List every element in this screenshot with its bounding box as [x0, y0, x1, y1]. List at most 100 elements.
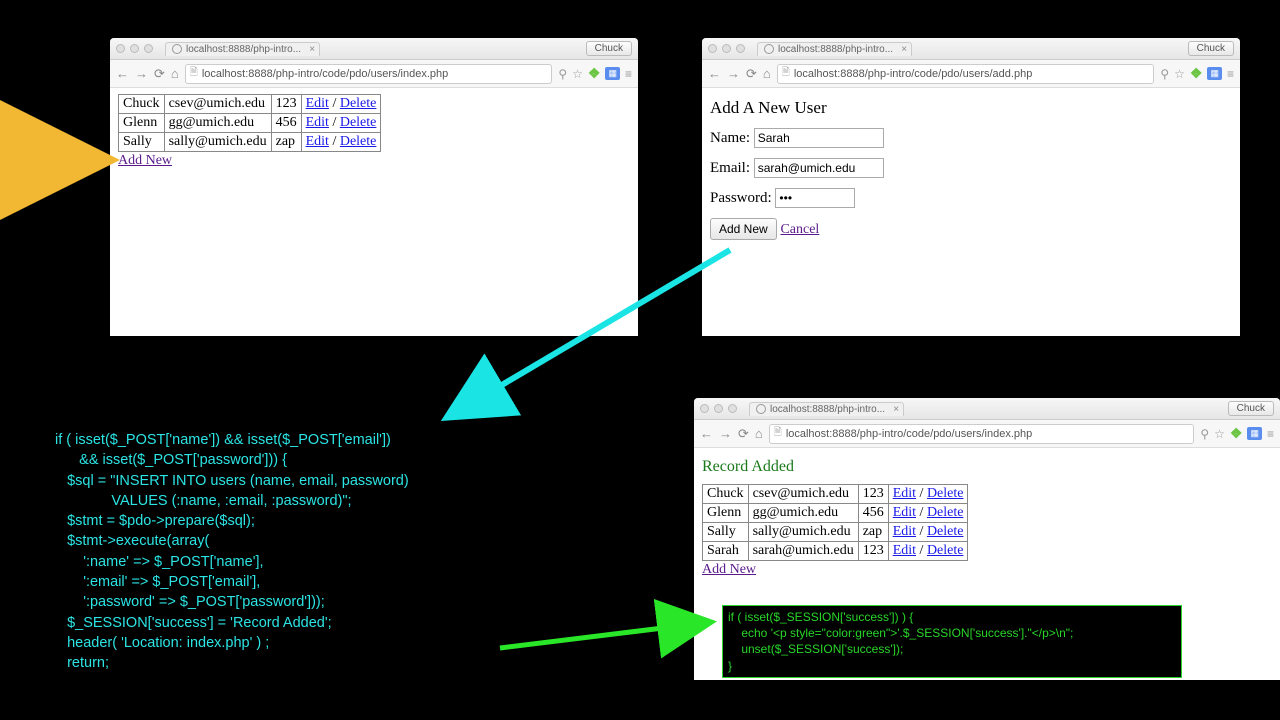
cell-email: sarah@umich.edu — [748, 542, 858, 561]
url-bar[interactable]: 🗎localhost:8888/php-intro/code/pdo/users… — [777, 64, 1155, 84]
back-icon[interactable]: ← — [116, 66, 129, 81]
cell-actions: Edit / Delete — [888, 523, 968, 542]
zoom-icon[interactable]: ⚲ — [1160, 67, 1169, 81]
edit-link[interactable]: Edit — [893, 524, 916, 539]
home-icon[interactable]: ⌂ — [763, 66, 771, 81]
delete-link[interactable]: Delete — [927, 524, 964, 539]
table-row: Sarahsarah@umich.edu123Edit / Delete — [703, 542, 968, 561]
cell-actions: Edit / Delete — [888, 504, 968, 523]
cell-actions: Edit / Delete — [301, 95, 381, 114]
page-title: Add A New User — [710, 98, 1232, 118]
forward-icon[interactable]: → — [719, 426, 732, 441]
add-new-link[interactable]: Add New — [118, 153, 172, 168]
cell-pw: 456 — [858, 504, 888, 523]
page-icon: 🗎 — [190, 65, 198, 82]
cell-actions: Edit / Delete — [301, 114, 381, 133]
traffic-lights — [700, 404, 737, 413]
cell-name: Chuck — [703, 485, 749, 504]
globe-icon — [172, 44, 182, 54]
menu-icon[interactable]: ≡ — [1267, 427, 1274, 441]
extension-badge[interactable]: ▦ — [605, 67, 620, 80]
tab-title: localhost:8888/php-intro... — [770, 404, 885, 415]
table-row: Chuckcsev@umich.edu123Edit / Delete — [703, 485, 968, 504]
cell-pw: zap — [858, 523, 888, 542]
cell-actions: Edit / Delete — [888, 485, 968, 504]
edit-link[interactable]: Edit — [306, 134, 329, 149]
cell-pw: 123 — [858, 485, 888, 504]
forward-icon[interactable]: → — [727, 66, 740, 81]
delete-link[interactable]: Delete — [927, 543, 964, 558]
email-label: Email: — [710, 160, 750, 176]
tab[interactable]: localhost:8888/php-intro... — [165, 42, 320, 56]
password-field[interactable] — [775, 188, 855, 208]
reload-icon[interactable]: ⟳ — [738, 426, 749, 442]
delete-link[interactable]: Delete — [340, 134, 377, 149]
edit-link[interactable]: Edit — [893, 543, 916, 558]
add-new-link[interactable]: Add New — [702, 562, 756, 577]
home-icon[interactable]: ⌂ — [755, 426, 763, 441]
cell-actions: Edit / Delete — [301, 133, 381, 152]
forward-icon[interactable]: → — [135, 66, 148, 81]
home-icon[interactable]: ⌂ — [171, 66, 179, 81]
extension-icon[interactable]: ❖ — [588, 65, 601, 82]
reload-icon[interactable]: ⟳ — [746, 66, 757, 82]
tab[interactable]: localhost:8888/php-intro... — [749, 402, 904, 416]
cell-name: Glenn — [119, 114, 165, 133]
tab-title: localhost:8888/php-intro... — [186, 44, 301, 55]
email-field[interactable] — [754, 158, 884, 178]
users-table: Chuckcsev@umich.edu123Edit / DeleteGlenn… — [118, 94, 381, 152]
cell-email: gg@umich.edu — [748, 504, 858, 523]
delete-link[interactable]: Delete — [340, 115, 377, 130]
reload-icon[interactable]: ⟳ — [154, 66, 165, 82]
cell-email: csev@umich.edu — [164, 95, 271, 114]
user-menu[interactable]: Chuck — [1188, 41, 1234, 56]
tab[interactable]: localhost:8888/php-intro... — [757, 42, 912, 56]
toolbar-right: ⚲ ☆ ❖ ▦ ≡ — [558, 65, 632, 82]
extension-badge[interactable]: ▦ — [1247, 427, 1262, 440]
cell-email: gg@umich.edu — [164, 114, 271, 133]
user-menu[interactable]: Chuck — [586, 41, 632, 56]
back-icon[interactable]: ← — [700, 426, 713, 441]
cancel-link[interactable]: Cancel — [780, 222, 819, 237]
edit-link[interactable]: Edit — [306, 115, 329, 130]
delete-link[interactable]: Delete — [927, 505, 964, 520]
table-row: Glenngg@umich.edu456Edit / Delete — [703, 504, 968, 523]
extension-icon[interactable]: ❖ — [1190, 65, 1203, 82]
edit-link[interactable]: Edit — [893, 486, 916, 501]
cell-name: Glenn — [703, 504, 749, 523]
submit-button[interactable]: Add New — [710, 218, 777, 240]
browser-window-2: localhost:8888/php-intro... Chuck ← → ⟳ … — [702, 38, 1240, 336]
menu-icon[interactable]: ≡ — [1227, 67, 1234, 81]
extension-icon[interactable]: ❖ — [1230, 425, 1243, 442]
url-text: localhost:8888/php-intro/code/pdo/users/… — [786, 428, 1032, 440]
code-block-session: if ( isset($_SESSION['success']) ) { ech… — [722, 605, 1182, 678]
user-menu[interactable]: Chuck — [1228, 401, 1274, 416]
toolbar-right: ⚲ ☆ ❖ ▦ ≡ — [1200, 425, 1274, 442]
traffic-lights — [708, 44, 745, 53]
extension-badge[interactable]: ▦ — [1207, 67, 1222, 80]
titlebar: localhost:8888/php-intro... Chuck — [694, 398, 1280, 420]
traffic-lights — [116, 44, 153, 53]
cell-pw: zap — [271, 133, 301, 152]
back-icon[interactable]: ← — [708, 66, 721, 81]
url-bar[interactable]: 🗎localhost:8888/php-intro/code/pdo/users… — [769, 424, 1195, 444]
menu-icon[interactable]: ≡ — [625, 67, 632, 81]
edit-link[interactable]: Edit — [306, 96, 329, 111]
page-content: Chuckcsev@umich.edu123Edit / DeleteGlenn… — [110, 88, 638, 336]
toolbar: ← → ⟳ ⌂ 🗎localhost:8888/php-intro/code/p… — [702, 60, 1240, 88]
zoom-icon[interactable]: ⚲ — [1200, 427, 1209, 441]
globe-icon — [764, 44, 774, 54]
star-icon[interactable]: ☆ — [1174, 67, 1185, 81]
edit-link[interactable]: Edit — [893, 505, 916, 520]
star-icon[interactable]: ☆ — [572, 67, 583, 81]
url-text: localhost:8888/php-intro/code/pdo/users/… — [202, 68, 448, 80]
cell-name: Chuck — [119, 95, 165, 114]
star-icon[interactable]: ☆ — [1214, 427, 1225, 441]
name-field[interactable] — [754, 128, 884, 148]
zoom-icon[interactable]: ⚲ — [558, 67, 567, 81]
delete-link[interactable]: Delete — [340, 96, 377, 111]
cell-email: sally@umich.edu — [748, 523, 858, 542]
delete-link[interactable]: Delete — [927, 486, 964, 501]
success-message: Record Added — [702, 458, 1272, 476]
url-bar[interactable]: 🗎 localhost:8888/php-intro/code/pdo/users… — [185, 64, 553, 84]
